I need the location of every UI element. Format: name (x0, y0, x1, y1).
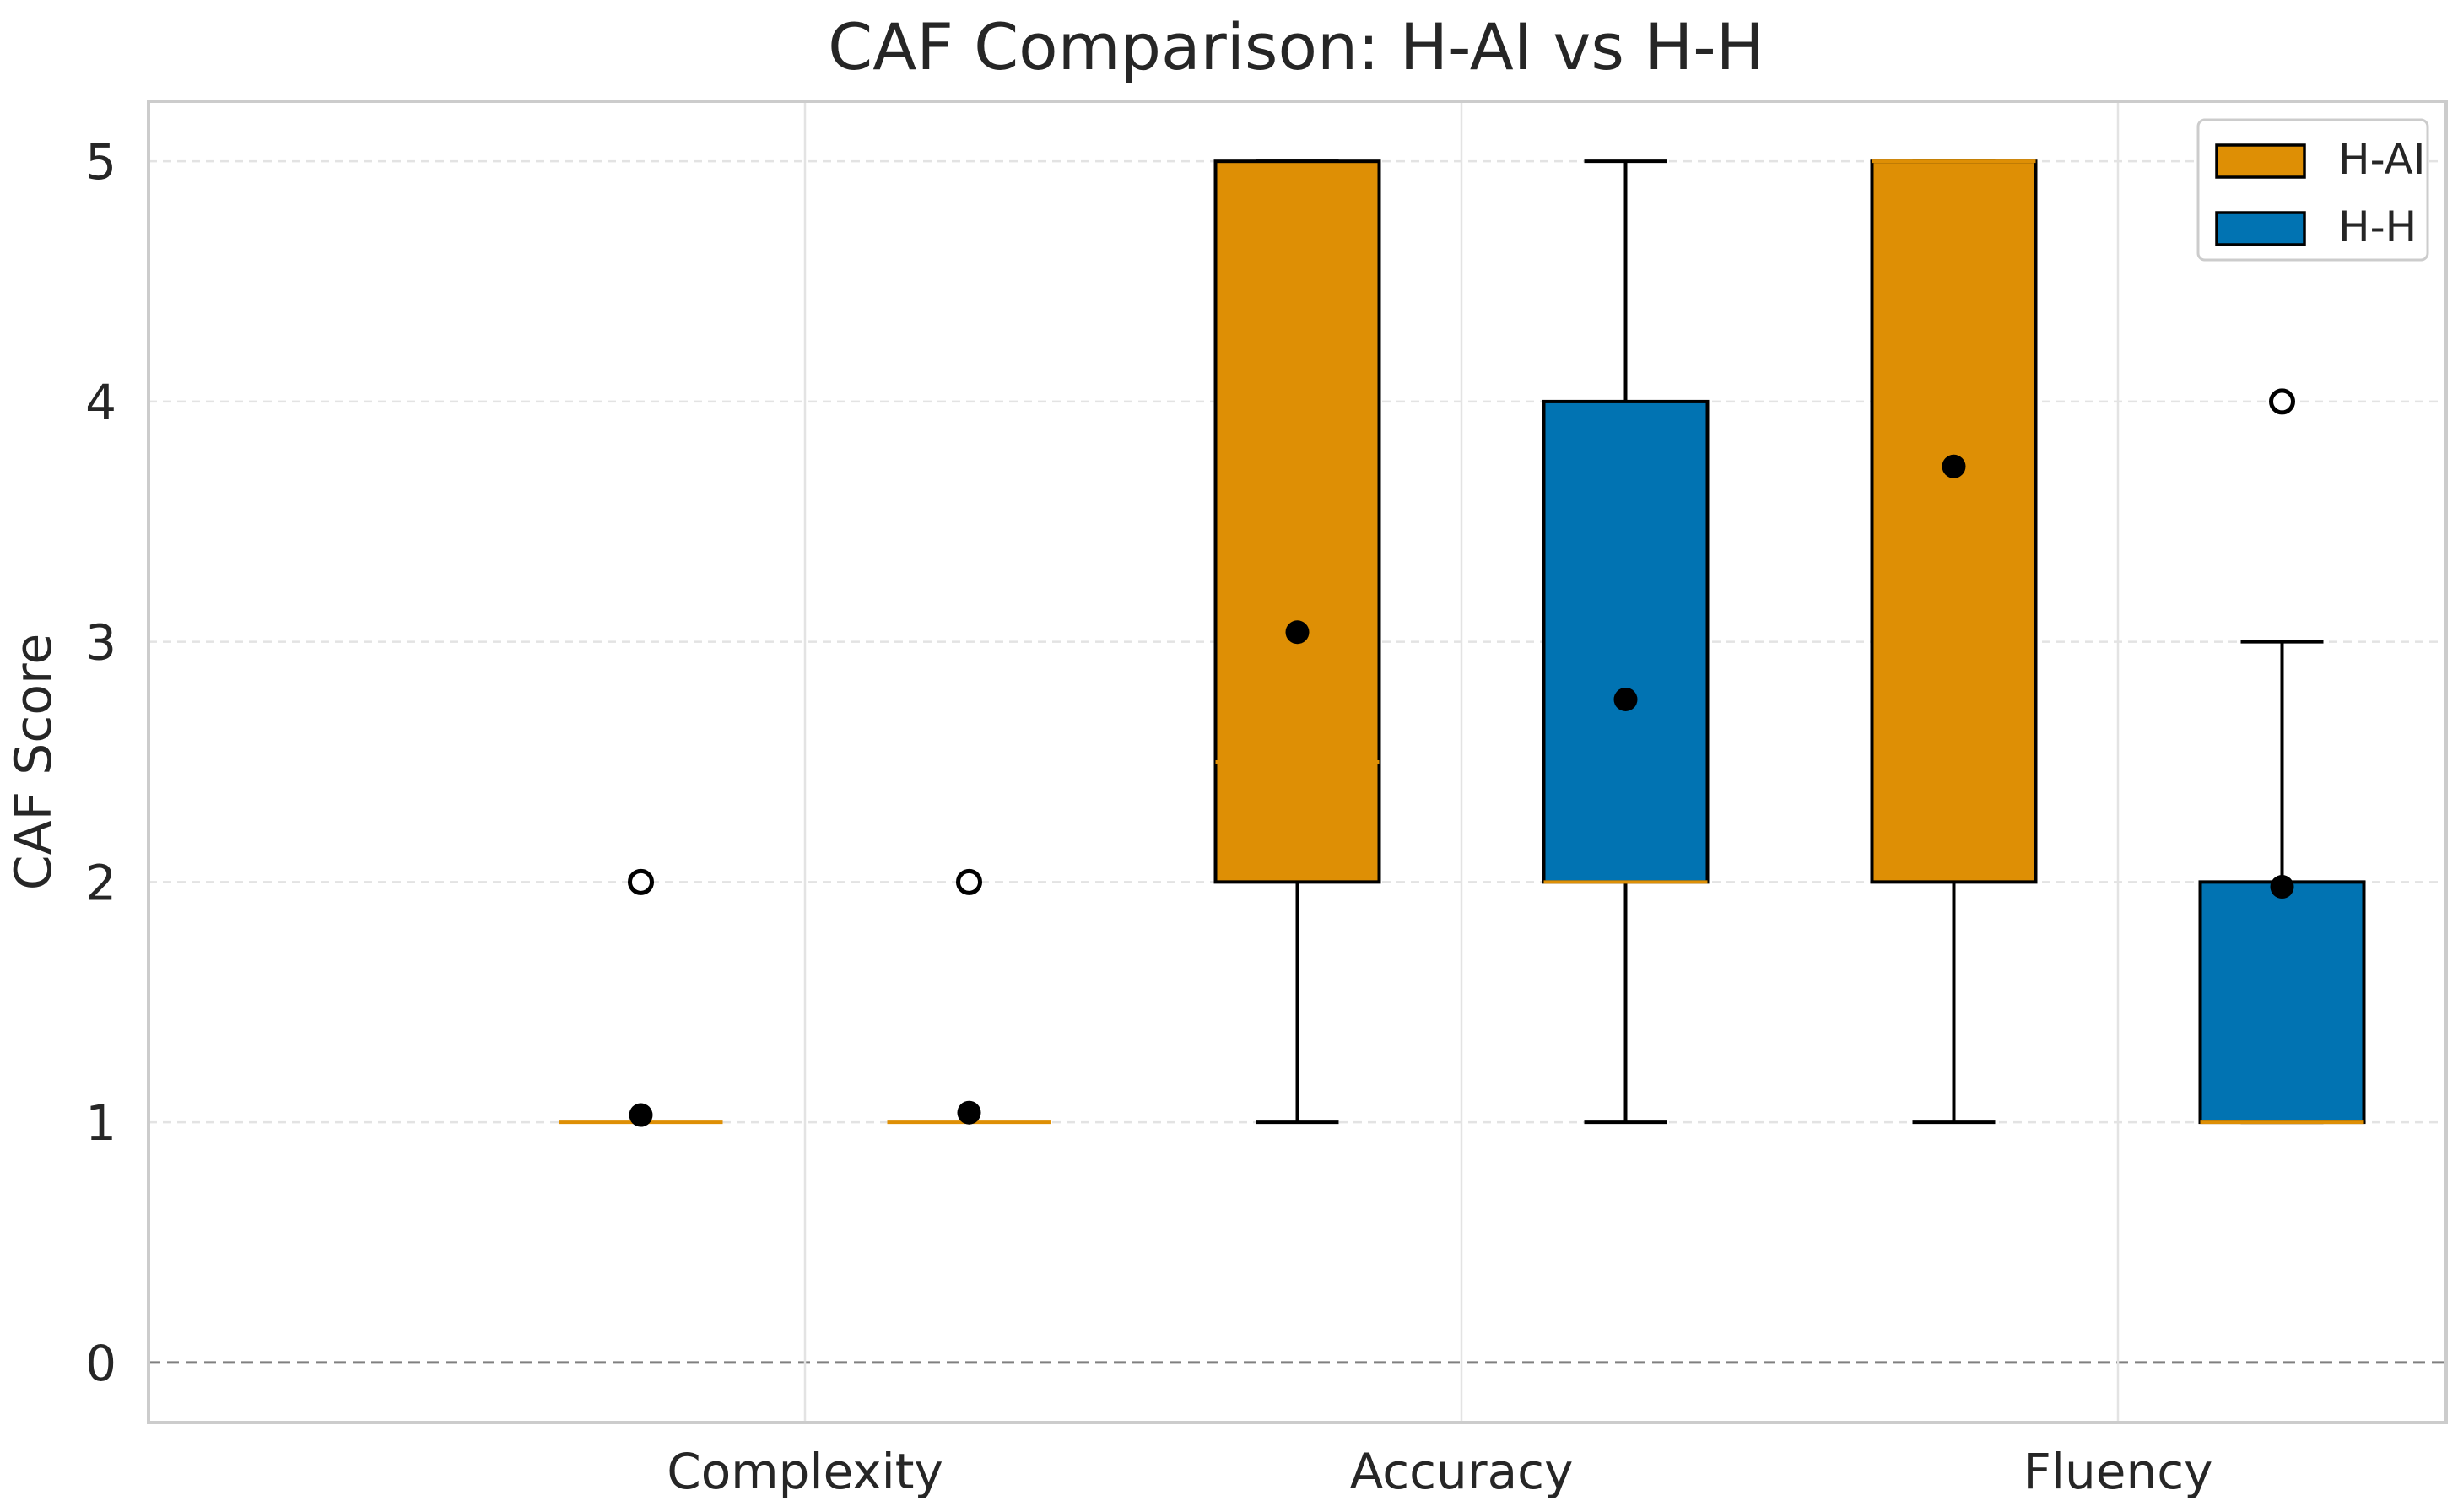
legend-label-h-h: H-H (2338, 202, 2417, 251)
x-tick-label-complexity: Complexity (667, 1443, 943, 1500)
y-tick-label-4: 4 (85, 374, 116, 431)
y-tick-label-2: 2 (85, 854, 116, 911)
x-tick-label-fluency: Fluency (2023, 1443, 2213, 1500)
legend-swatch-h-ai (2215, 143, 2306, 179)
box-h-ai-accuracy (1213, 159, 1381, 884)
legend-swatch-h-h (2215, 211, 2306, 246)
mean-marker-h-h-accuracy (1613, 687, 1638, 711)
box-h-h-accuracy (1542, 399, 1710, 884)
tick-layer: 0 1 2 3 4 5 Complexity Accuracy Fluency (85, 133, 2212, 1500)
mean-marker-h-ai-complexity (629, 1103, 653, 1127)
y-tick-label-5: 5 (85, 133, 116, 191)
outlier-h-h-fluency-4 (2269, 388, 2295, 415)
mean-marker-h-ai-fluency (1942, 454, 1966, 478)
y-tick-label-3: 3 (85, 614, 116, 672)
legend: H-AI H-H (2196, 118, 2429, 262)
axes-frame (147, 100, 2448, 1424)
y-axis-label: CAF Score (4, 634, 63, 891)
outlier-h-ai-complexity-2 (628, 868, 654, 895)
box-layer (559, 148, 2366, 1127)
outlier-h-h-complexity-2 (956, 868, 982, 895)
legend-label-h-ai: H-AI (2338, 135, 2426, 184)
x-tick-label-accuracy: Accuracy (1350, 1443, 1574, 1500)
y-tick-label-0: 0 (85, 1335, 116, 1392)
mean-marker-h-ai-accuracy (1285, 620, 1310, 645)
box-h-ai-fluency (1870, 159, 2038, 884)
y-tick-label-1: 1 (85, 1094, 116, 1152)
mean-marker-h-h-fluency (2270, 875, 2294, 899)
chart-title: CAF Comparison: H-AI vs H-H (828, 9, 1764, 84)
box-h-h-fluency (2198, 880, 2366, 1125)
mean-marker-h-h-complexity (957, 1100, 981, 1125)
